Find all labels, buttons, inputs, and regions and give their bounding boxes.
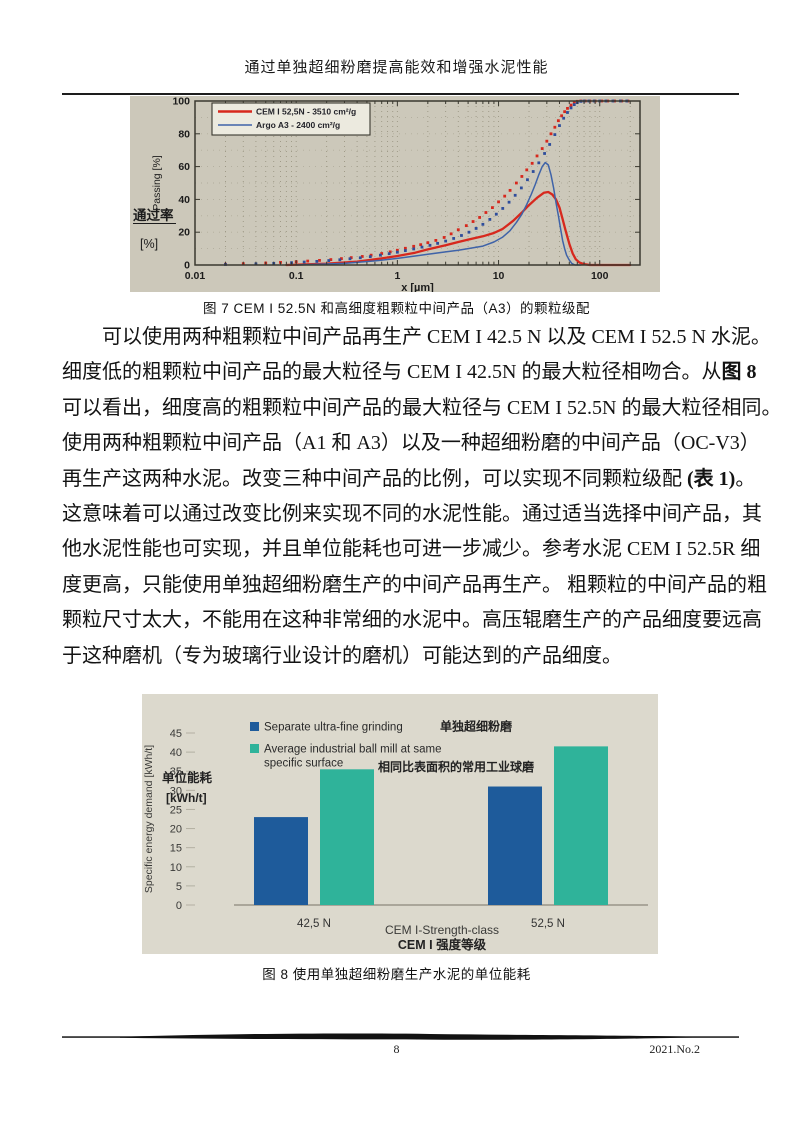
body-text-segment: 于这种磨机（专为玻璃行业设计的磨机）可能达到的产品细度。 xyxy=(62,644,622,667)
body-line: 于这种磨机（专为玻璃行业设计的磨机）可能达到的产品细度。 xyxy=(62,639,739,674)
svg-text:单位能耗: 单位能耗 xyxy=(162,770,213,785)
figure7-chart: 0.01 0.1 1 10 100 0 20 40 60 80 100 x [µm] Passing [… xyxy=(130,96,660,294)
fig8-bar-425N-ballmill xyxy=(320,769,374,905)
svg-text:Specific energy demand [kWh/t]: Specific energy demand [kWh/t] xyxy=(143,745,155,893)
fig7-density-curve-1 xyxy=(295,161,582,266)
fig7-axis-labels: 0.01 0.1 1 10 100 0 20 40 60 80 100 x [µm] Passing [… xyxy=(133,96,609,294)
fig8-legend: Separate ultra-fine grinding 单独超细粉磨 Averag… xyxy=(250,719,534,774)
svg-text:[%]: [%] xyxy=(140,237,158,251)
body-paragraph: 可以使用两种粗颗粒中间产品再生产 CEM I 42.5 N 以及 CEM I 5… xyxy=(62,320,781,674)
svg-text:Average industrial ball mill a: Average industrial ball mill at same xyxy=(264,744,441,756)
svg-text:10: 10 xyxy=(170,862,182,874)
fig8-bar-525N-separate xyxy=(488,786,542,905)
body-line: 他水泥性能也可实现，并且单位能耗也可进一步减少。参考水泥 CEM I 52.5R… xyxy=(62,532,760,567)
svg-text:40: 40 xyxy=(178,194,190,206)
svg-text:0.1: 0.1 xyxy=(289,270,304,282)
body-text-segment: 可以看出，细度高的粗颗粒中间产品的最大粒径与 CEM I 52.5N 的最大粒径… xyxy=(62,396,782,419)
svg-text:Separate ultra-fine grinding: Separate ultra-fine grinding xyxy=(264,722,403,734)
svg-text:20: 20 xyxy=(170,824,182,836)
body-text-segment: 他水泥性能也可实现，并且单位能耗也可进一步减少。参考水泥 CEM I 52.5R… xyxy=(62,538,761,561)
svg-text:45: 45 xyxy=(170,728,182,740)
fig8-bars: 42,5 N 52,5 N xyxy=(254,746,608,930)
svg-text:CEM I 强度等级: CEM I 强度等级 xyxy=(398,937,487,952)
svg-text:1: 1 xyxy=(394,270,400,282)
svg-text:单独超细粉磨: 单独超细粉磨 xyxy=(440,719,512,734)
fig7-svg: 0.01 0.1 1 10 100 0 20 40 60 80 100 x [µm] Passing [… xyxy=(133,96,641,294)
body-text-segment: (表 1) xyxy=(687,467,736,490)
svg-text:15: 15 xyxy=(170,843,182,855)
fig7-axes xyxy=(194,100,641,266)
footer-page-number: 8 xyxy=(393,1042,400,1056)
svg-text:通过率: 通过率 xyxy=(133,207,174,223)
fig8-bar-425N-separate xyxy=(254,817,308,905)
body-text-segment: 可以使用两种粗颗粒中间产品再生产 CEM I 42.5 N 以及 CEM I 5… xyxy=(102,326,771,348)
body-line: 这意味着可以通过改变比例来实现不同的水泥性能。通过适当选择中间产品，其 xyxy=(62,497,762,532)
fig8-bar-525N-ballmill xyxy=(554,746,608,905)
svg-text:100: 100 xyxy=(172,96,190,108)
svg-text:42,5 N: 42,5 N xyxy=(297,918,331,930)
body-line: 细度低的粗颗粒中间产品的最大粒径与 CEM I 42.5N 的最大粒径相吻合。从… xyxy=(62,355,756,390)
svg-text:CEM I-Strength-class: CEM I-Strength-class xyxy=(385,923,499,937)
svg-text:Argo A3 - 2400 cm²/g: Argo A3 - 2400 cm²/g xyxy=(256,120,340,130)
body-text-segment: 这意味着可以通过改变比例来实现不同的水泥性能。通过适当选择中间产品，其 xyxy=(62,502,762,525)
svg-text:60: 60 xyxy=(178,161,190,173)
body-text-segment: 度更高，只能使用单独超细粉磨生产的中间产品再生产。 粗颗粒的中间产品的粗 xyxy=(62,573,767,596)
fig7-legend: CEM I 52,5N - 3510 cm²/g Argo A3 - 2400 c… xyxy=(211,102,371,136)
svg-text:x [µm]: x [µm] xyxy=(401,282,434,292)
svg-text:30: 30 xyxy=(170,785,182,797)
fig7-grid xyxy=(195,101,640,265)
svg-text:specific surface: specific surface xyxy=(264,758,343,770)
figure8-caption: 图 8 使用单独超细粉磨生产水泥的单位能耗 xyxy=(262,967,531,982)
body-text-segment: 颗粒尺寸太大，不能用在这种非常细的水泥中。高压辊磨生产的产品细度要远高 xyxy=(62,609,762,632)
svg-text:40: 40 xyxy=(170,747,182,759)
footer-divider xyxy=(62,1033,739,1040)
svg-text:0: 0 xyxy=(176,900,182,912)
svg-text:80: 80 xyxy=(178,128,190,140)
figure7-caption: 图 7 CEM I 52.5N 和高细度粗颗粒中间产品（A3）的颗粒级配 xyxy=(202,301,591,316)
body-text-segment: 图 8 xyxy=(721,361,757,384)
svg-text:10: 10 xyxy=(493,270,505,282)
svg-text:Passing [%]: Passing [%] xyxy=(151,155,163,211)
svg-text:100: 100 xyxy=(591,270,609,282)
body-line: 再生产这两种水泥。改变三种中间产品的比例，可以实现不同颗粒级配 (表 1)。 xyxy=(62,462,755,497)
svg-text:相同比表面积的常用工业球磨: 相同比表面积的常用工业球磨 xyxy=(378,759,534,774)
svg-text:0: 0 xyxy=(184,260,190,272)
svg-text:0.01: 0.01 xyxy=(185,270,206,282)
footer-issue: 2021.No.2 xyxy=(649,1042,700,1056)
body-line: 颗粒尺寸太大，不能用在这种非常细的水泥中。高压辊磨生产的产品细度要远高 xyxy=(62,603,762,638)
body-line: 可以看出，细度高的粗颗粒中间产品的最大粒径与 CEM I 52.5N 的最大粒径… xyxy=(62,391,781,426)
page-title: 通过单独超细粉磨提高能效和增强水泥性能 xyxy=(244,60,549,76)
body-text-segment: 。 xyxy=(735,467,756,490)
body-line: 可以使用两种粗颗粒中间产品再生产 CEM I 42.5 N 以及 CEM I 5… xyxy=(62,320,771,355)
svg-text:52,5 N: 52,5 N xyxy=(531,918,565,930)
fig8-svg: 0 5 10 15 20 25 30 35 40 45 42,5 N 52,5 N CEM I-Stre… xyxy=(143,719,648,952)
fig8-yticks: 0 5 10 15 20 25 30 35 40 45 xyxy=(170,728,195,912)
fig7-density-curve-0 xyxy=(285,190,632,267)
svg-text:CEM I 52,5N - 3510 cm²/g: CEM I 52,5N - 3510 cm²/g xyxy=(256,107,356,117)
svg-text:25: 25 xyxy=(170,804,182,816)
svg-text:5: 5 xyxy=(176,881,182,893)
svg-text:35: 35 xyxy=(170,766,182,778)
body-line: 度更高，只能使用单独超细粉磨生产的中间产品再生产。 粗颗粒的中间产品的粗 xyxy=(62,568,767,603)
figure8-chart: 0 5 10 15 20 25 30 35 40 45 42,5 N 52,5 N CEM I-Stre… xyxy=(142,694,658,954)
svg-text:20: 20 xyxy=(178,227,190,239)
body-text-segment: 使用两种粗颗粒中间产品（A1 和 A3）以及一种超细粉磨的中间产品（OC-V3） xyxy=(62,432,760,455)
body-line: 使用两种粗颗粒中间产品（A1 和 A3）以及一种超细粉磨的中间产品（OC-V3） xyxy=(62,426,760,461)
header-divider xyxy=(62,93,739,95)
body-text-segment: 细度低的粗颗粒中间产品的最大粒径与 CEM I 42.5N 的最大粒径相吻合。从 xyxy=(62,361,722,384)
svg-text:[kWh/t]: [kWh/t] xyxy=(166,791,207,805)
body-text-segment: 再生产这两种水泥。改变三种中间产品的比例，可以实现不同颗粒级配 xyxy=(62,467,687,490)
